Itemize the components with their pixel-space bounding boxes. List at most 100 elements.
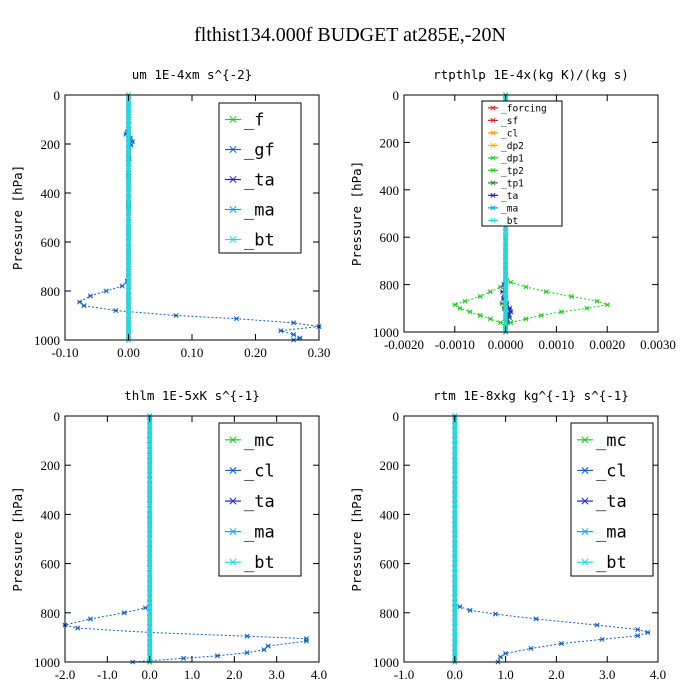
data-point bbox=[452, 541, 458, 547]
data-point bbox=[147, 556, 153, 562]
data-point bbox=[503, 286, 509, 292]
data-point bbox=[452, 546, 458, 552]
data-point bbox=[452, 595, 458, 601]
legend-marker bbox=[581, 466, 589, 474]
data-point bbox=[125, 249, 132, 255]
x-tick-label: 0.0020 bbox=[589, 337, 625, 352]
data-point bbox=[503, 253, 509, 259]
x-tick-label: 0.30 bbox=[308, 345, 331, 360]
data-point bbox=[125, 180, 132, 186]
data-point bbox=[147, 516, 153, 522]
data-point bbox=[147, 649, 153, 655]
x-tick-label: -0.10 bbox=[51, 345, 78, 360]
data-point bbox=[147, 452, 153, 458]
legend-box bbox=[218, 422, 302, 577]
data-point bbox=[452, 615, 458, 621]
data-point bbox=[125, 151, 132, 157]
data-point bbox=[125, 234, 132, 240]
data-point bbox=[142, 605, 148, 611]
data-point bbox=[477, 312, 483, 318]
series-bt bbox=[147, 413, 153, 665]
data-point bbox=[147, 447, 153, 453]
x-tick-label: 0.0010 bbox=[539, 337, 575, 352]
y-tick-label: 1000 bbox=[34, 333, 60, 348]
y-tick-label: 600 bbox=[41, 235, 61, 250]
data-point bbox=[121, 610, 127, 616]
data-point bbox=[125, 317, 132, 323]
data-point bbox=[452, 536, 458, 542]
y-tick-label: 600 bbox=[380, 230, 400, 245]
data-point bbox=[452, 585, 458, 591]
data-point bbox=[467, 607, 473, 613]
legend-label: _dp1 bbox=[501, 153, 524, 164]
panel-3: thlm 1E-5xK s^{-1} Pressure [hPa] -2.0 -1.0… bbox=[10, 388, 327, 682]
legend: _f _gf _ta _ma _bt bbox=[218, 102, 302, 254]
data-point bbox=[462, 298, 468, 304]
data-point bbox=[503, 277, 509, 283]
legend-box bbox=[570, 422, 654, 577]
data-point bbox=[125, 283, 132, 289]
y-tick-label: 800 bbox=[380, 278, 400, 293]
data-point bbox=[147, 511, 153, 517]
y-tick-label: 800 bbox=[41, 606, 61, 621]
data-point bbox=[503, 296, 509, 302]
data-point bbox=[125, 263, 132, 270]
data-point bbox=[125, 322, 132, 328]
data-point bbox=[147, 477, 153, 483]
x-tick-label: 4.0 bbox=[311, 667, 327, 682]
data-point bbox=[452, 467, 458, 473]
data-point bbox=[452, 610, 458, 616]
data-point bbox=[523, 316, 529, 322]
data-point bbox=[125, 214, 132, 221]
data-point bbox=[147, 536, 153, 542]
legend-label: _f bbox=[244, 111, 264, 131]
plot-frame bbox=[403, 415, 659, 663]
data-point bbox=[452, 502, 458, 508]
series-line bbox=[453, 95, 507, 332]
legend-marker bbox=[229, 528, 237, 536]
data-point bbox=[147, 615, 153, 621]
x-tick-label: 0.0 bbox=[447, 667, 463, 682]
legend-label: _bt bbox=[244, 553, 275, 573]
data-point bbox=[173, 312, 179, 319]
x-tick-label: -2.0 bbox=[55, 667, 76, 682]
data-point bbox=[125, 224, 132, 230]
legend-label: _cl bbox=[596, 461, 627, 481]
legend: _forcing _sf_cl _dp2_dp1 _tp2_tp1 _ta_ma _bt bbox=[481, 100, 563, 227]
data-point bbox=[147, 546, 153, 552]
data-point bbox=[180, 655, 187, 661]
x-tick-label: 0.20 bbox=[244, 345, 267, 360]
data-point bbox=[125, 121, 132, 127]
y-tick-label: 400 bbox=[380, 507, 400, 522]
legend-label: _ta bbox=[501, 191, 518, 202]
data-point bbox=[125, 327, 132, 333]
data-point bbox=[303, 638, 309, 644]
data-point bbox=[125, 254, 132, 260]
x-tick-label: 2.0 bbox=[548, 667, 564, 682]
data-point bbox=[278, 328, 284, 334]
data-point bbox=[125, 273, 132, 279]
legend-label: _ta bbox=[244, 171, 275, 191]
data-point bbox=[147, 590, 153, 596]
panel-1: um 1E-4xm s^{-2} Pressure [hPa] -0.10 0.00 0… bbox=[10, 67, 330, 360]
legend-marker bbox=[581, 528, 589, 536]
data-point bbox=[147, 639, 153, 645]
data-point bbox=[125, 156, 132, 162]
data-point bbox=[244, 633, 250, 639]
data-point bbox=[125, 131, 132, 137]
x-tick-label: 1.0 bbox=[497, 667, 513, 682]
data-point bbox=[645, 629, 651, 636]
x-tick-label: 0.10 bbox=[181, 345, 204, 360]
data-point bbox=[125, 293, 132, 299]
x-tick-label: -1.0 bbox=[97, 667, 118, 682]
y-axis-label: Pressure [hPa] bbox=[349, 161, 364, 266]
data-point bbox=[497, 654, 504, 660]
data-point bbox=[452, 462, 458, 468]
data-point bbox=[599, 636, 605, 642]
data-point bbox=[487, 289, 493, 295]
data-point bbox=[125, 116, 132, 123]
legend-marker bbox=[581, 497, 589, 505]
legend-label: _cl bbox=[501, 128, 518, 139]
data-point bbox=[265, 643, 271, 649]
data-point bbox=[452, 477, 458, 483]
